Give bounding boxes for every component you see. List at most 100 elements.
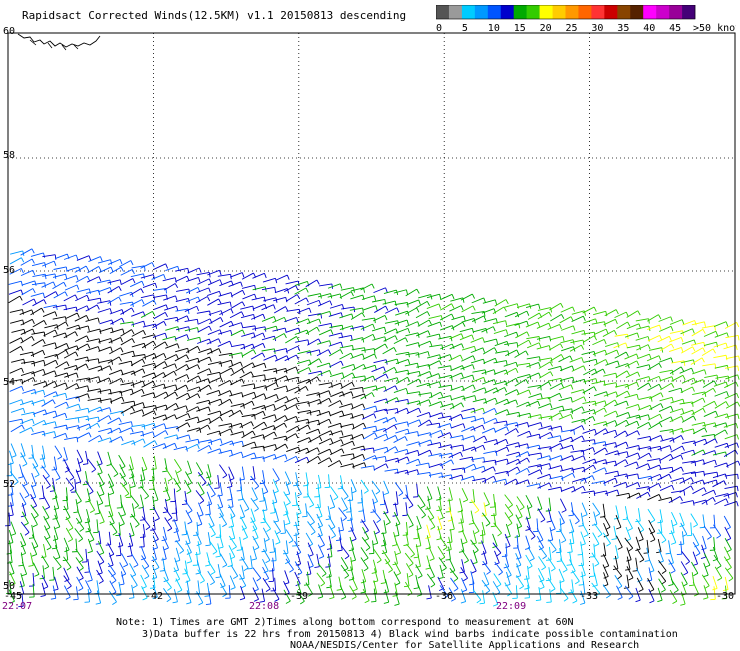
wind-barb-feather	[584, 456, 586, 461]
wind-barb-feather	[362, 313, 364, 317]
wind-barb-feather	[275, 355, 277, 360]
wind-barb-feather	[736, 423, 737, 428]
wind-barb-feather	[429, 420, 431, 424]
wind-barb-feather	[340, 284, 342, 289]
wind-barb-feather	[66, 402, 68, 407]
wind-barb-feather	[716, 536, 720, 539]
wind-barb-feather	[409, 505, 413, 508]
wind-barb-feather	[506, 439, 508, 444]
wind-barb	[262, 336, 274, 340]
wind-barb-feather	[527, 468, 529, 472]
wind-barb-feather	[516, 558, 521, 559]
wind-barb-feather	[406, 290, 407, 295]
wind-barb	[472, 370, 485, 372]
wind-barb	[647, 315, 658, 322]
wind-barb-feather	[164, 353, 166, 358]
wind-barb-feather	[277, 394, 279, 399]
wind-barb	[560, 588, 568, 598]
wind-barb	[231, 302, 242, 309]
wind-barb-feather	[263, 411, 265, 416]
wind-barb-feather	[197, 444, 199, 449]
wind-barb	[539, 575, 544, 587]
wind-barb	[528, 385, 541, 387]
wind-barb-feather	[526, 351, 528, 355]
wind-barb-feather	[439, 304, 441, 309]
wind-barb	[692, 422, 705, 425]
wind-barb	[273, 328, 286, 331]
wind-barb	[130, 410, 142, 414]
wind-barb-feather	[344, 497, 348, 500]
wind-barb-feather	[530, 559, 534, 561]
wind-barb	[295, 281, 307, 285]
wind-barb-feather	[44, 320, 46, 324]
wind-barb	[119, 582, 121, 595]
wind-barb	[449, 547, 451, 560]
wind-barb-feather	[98, 318, 99, 323]
wind-barb	[341, 517, 344, 530]
wind-barb	[273, 539, 275, 552]
wind-barb	[242, 547, 244, 560]
wind-barb-feather	[419, 420, 421, 425]
wind-barb	[451, 529, 453, 542]
wind-barb-feather	[409, 525, 413, 527]
wind-barb	[407, 408, 419, 413]
wind-barb-feather	[363, 338, 364, 343]
wind-barb-feather	[241, 586, 245, 588]
wind-barb	[681, 387, 693, 393]
wind-barb-feather	[691, 486, 693, 490]
wind-barb-feather	[681, 455, 683, 460]
wind-barb	[262, 488, 264, 501]
wind-barb-feather	[341, 383, 343, 388]
wind-barb	[218, 424, 231, 426]
wind-barb-feather	[47, 547, 51, 549]
wind-barb-feather	[386, 306, 388, 310]
wind-barb	[627, 575, 629, 588]
wind-barb-feather	[529, 390, 531, 395]
wind-barb-feather	[341, 440, 343, 445]
wind-barb-feather	[396, 553, 401, 555]
wind-barb-feather	[43, 293, 44, 298]
wind-barb	[98, 452, 103, 464]
wind-barb	[163, 296, 175, 300]
wind-barb-feather	[265, 375, 266, 380]
wind-barb-feather	[541, 453, 542, 458]
wind-barb	[361, 393, 372, 400]
wind-barb-feather	[580, 603, 585, 604]
wind-barb	[273, 436, 286, 439]
wind-barb	[636, 537, 640, 549]
wind-barb-feather	[207, 297, 209, 301]
wind-barb	[143, 441, 154, 448]
wind-barb-feather	[419, 300, 421, 305]
wind-barb	[680, 486, 691, 493]
wind-barb	[295, 340, 308, 342]
wind-barb	[526, 536, 530, 548]
wind-barb-feather	[18, 477, 23, 478]
wind-barb	[154, 312, 165, 318]
wind-barb-feather	[561, 540, 565, 542]
wind-barb-feather	[43, 350, 45, 355]
wind-barb-feather	[612, 539, 617, 540]
wind-barb	[75, 408, 88, 411]
wind-barb	[242, 350, 253, 357]
wind-barb-feather	[575, 581, 579, 584]
wind-barb	[131, 439, 143, 444]
wind-barb	[241, 363, 252, 369]
wind-barb-feather	[79, 325, 80, 330]
wind-barb	[715, 365, 728, 368]
wind-barb-feather	[638, 311, 640, 315]
wind-barb-feather	[405, 338, 407, 343]
wind-barb	[471, 338, 483, 343]
wind-barb	[176, 579, 182, 591]
wind-barb	[440, 326, 452, 331]
wind-barb	[681, 450, 693, 454]
wind-barb-feather	[186, 406, 188, 411]
wind-barb-feather	[551, 589, 555, 592]
wind-barb	[66, 267, 78, 271]
wind-barb-feather	[596, 514, 600, 517]
wind-barb-feather	[86, 315, 88, 320]
wind-barb-feather	[461, 602, 466, 603]
wind-barb	[198, 319, 210, 324]
time-label-2208: 22:08	[249, 601, 279, 612]
wind-barb-feather	[507, 427, 509, 432]
wind-barb	[220, 368, 232, 374]
